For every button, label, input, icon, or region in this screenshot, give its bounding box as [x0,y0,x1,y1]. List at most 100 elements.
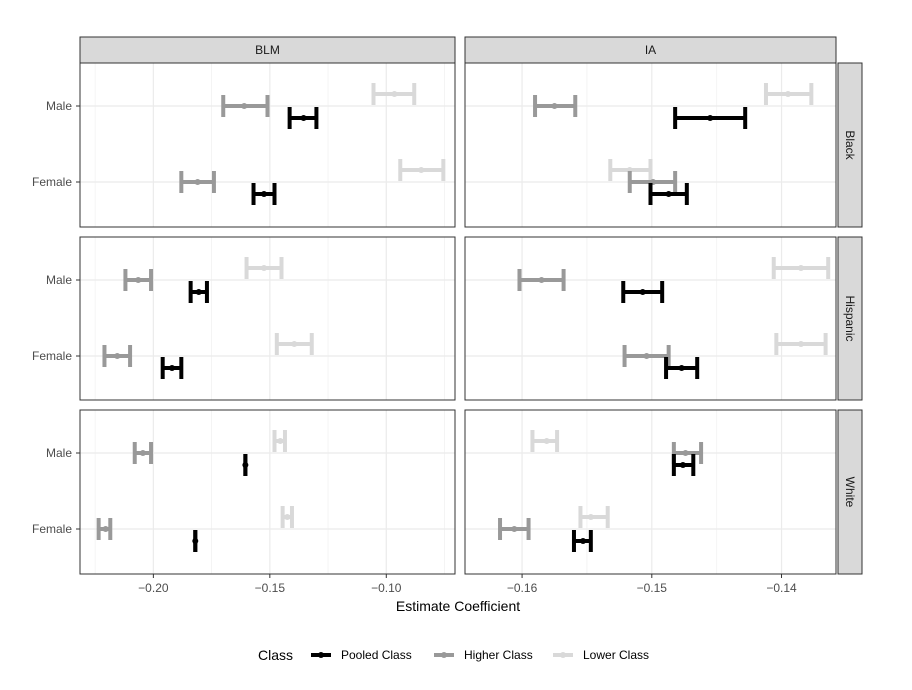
estimate-point [284,514,291,520]
errorbar-blm-black-female-pooled-class [251,183,277,205]
errorbar-ia-hispanic-male-higher-class [517,269,566,291]
y-tick-label-female: Female [32,175,72,189]
errorbar-ia-hispanic-female-higher-class [622,345,671,367]
panel-background-blm-white [80,410,455,574]
row-strip-black [837,62,863,228]
estimate-point [300,115,307,121]
panel-background-blm-black [80,63,455,227]
errorbar-blm-white-male-higher-class [132,442,154,464]
errorbar-ia-black-male-higher-class [533,95,578,117]
errorbar-blm-hispanic-male-lower-class [244,257,284,279]
errorbar-blm-white-female-higher-class [96,518,113,540]
errorbar-blm-black-male-lower-class [371,83,417,105]
y-tick-label-female: Female [32,349,72,363]
row-strip-white [837,409,863,575]
errorbar-blm-white-male-pooled-class [242,454,249,476]
x-tick-label: −0.14 [766,581,797,595]
column-strip-label-blm: BLM [255,43,280,57]
errorbar-blm-hispanic-male-pooled-class [188,281,209,303]
x-tick-label: −0.15 [637,581,668,595]
estimate-point [682,450,689,456]
estimate-point [194,179,201,185]
legend-key-point [441,652,447,658]
errorbar-blm-hispanic-female-pooled-class [160,357,184,379]
column-strip-label-ia: IA [645,43,656,57]
estimate-point [639,289,646,295]
panel-background-ia-white [465,410,836,574]
errorbar-blm-black-male-higher-class [221,95,270,117]
errorbar-ia-hispanic-female-pooled-class [664,357,700,379]
estimate-point [707,115,714,121]
legend-label: Pooled Class [341,648,412,662]
estimate-point [195,289,202,295]
panel-background-blm-hispanic [80,237,455,400]
errorbar-blm-hispanic-female-higher-class [102,345,133,367]
estimate-point [543,438,550,444]
x-tick-label: −0.15 [255,581,286,595]
errorbar-blm-black-male-pooled-class [287,107,319,129]
y-tick-label-male: Male [46,99,72,113]
estimate-point [291,341,298,347]
errorbar-ia-white-male-pooled-class [671,454,696,476]
errorbar-ia-white-male-lower-class [530,430,560,452]
errorbar-ia-white-female-higher-class [498,518,531,540]
estimate-point [511,526,518,532]
row-strip-label-black: Black [843,130,857,160]
estimate-point [242,462,249,468]
legend-item-lower-class: Lower Class [553,648,649,662]
errorbar-blm-black-female-higher-class [179,171,216,193]
errorbar-ia-hispanic-male-pooled-class [621,281,665,303]
errorbar-blm-white-female-pooled-class [192,530,199,552]
estimate-point [192,538,199,544]
legend-label: Higher Class [464,648,533,662]
panel-border-blm-hispanic [79,236,456,401]
estimate-point [261,191,268,197]
column-strip-blm [79,36,456,64]
estimate-point [665,191,672,197]
x-tick-label: −0.16 [507,581,538,595]
estimate-point [277,438,284,444]
estimate-point [580,538,587,544]
errorbar-ia-black-male-lower-class [763,83,814,105]
estimate-point [785,91,792,97]
errorbar-blm-white-male-lower-class [272,430,287,452]
panel-border-blm-black [79,62,456,228]
x-axis-title: Estimate Coefficient [396,598,520,614]
row-strip-label-hispanic: Hispanic [843,295,857,341]
estimate-point [139,450,146,456]
estimate-point [643,353,650,359]
row-strip-hispanic [837,236,863,401]
estimate-point [114,353,121,359]
legend-label: Lower Class [583,648,649,662]
row-strip-label-white: White [843,477,857,508]
estimate-point [679,462,686,468]
legend-item-higher-class: Higher Class [434,648,533,662]
errorbar-blm-black-female-lower-class [398,159,446,181]
errorbar-ia-white-female-lower-class [578,506,610,528]
errorbar-ia-black-female-higher-class [627,171,678,193]
x-tick-label: −0.20 [138,581,169,595]
errorbar-blm-hispanic-female-lower-class [274,333,314,355]
y-tick-label-female: Female [32,522,72,536]
panel-border-blm-white [79,409,456,575]
errorbar-ia-white-female-pooled-class [571,530,593,552]
estimate-point [538,277,545,283]
errorbar-ia-hispanic-male-lower-class [771,257,831,279]
estimate-point [261,265,268,271]
legend-key-point [318,652,324,658]
y-tick-label-male: Male [46,446,72,460]
x-tick-label: −0.10 [371,581,402,595]
panel-border-ia-black [464,62,837,228]
estimate-point [587,514,594,520]
panel-background-ia-hispanic [465,237,836,400]
errorbar-ia-black-female-pooled-class [648,183,689,205]
estimate-point [418,167,425,173]
errorbar-ia-hispanic-female-lower-class [774,333,828,355]
estimate-point [797,341,804,347]
estimate-point [391,91,398,97]
column-strip-ia [464,36,837,64]
errorbar-blm-white-female-lower-class [280,506,294,528]
legend-title: Class [258,647,293,663]
estimate-point [678,365,685,371]
